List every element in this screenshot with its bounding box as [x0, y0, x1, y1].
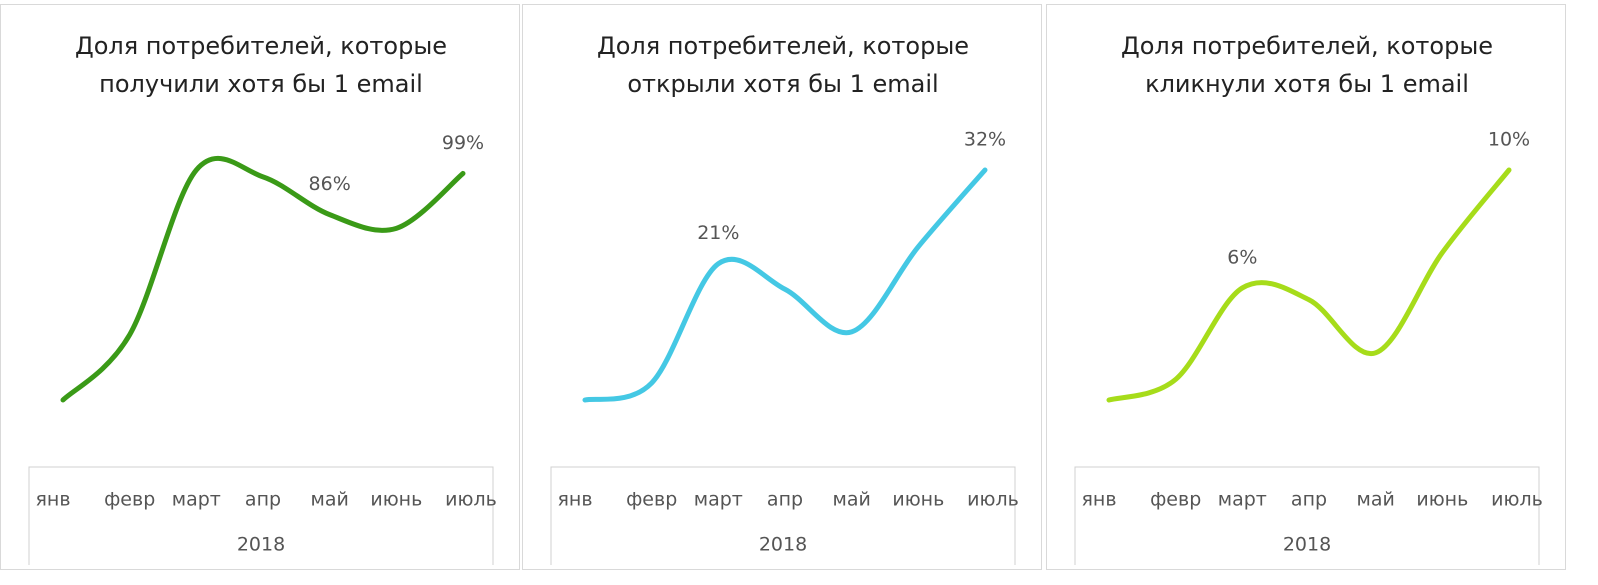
- x-tick-label: апр: [245, 489, 281, 511]
- x-tick-label: июль: [1491, 489, 1543, 511]
- chart: 86% 99% янв февр март апр май июнь июль 2018: [28, 132, 497, 565]
- line: [582, 167, 988, 403]
- x-tick-label: апр: [1291, 489, 1327, 511]
- chart-panel: Доля потребителей, которые получили хотя…: [0, 4, 520, 570]
- chart-panel: Доля потребителей, которые открыли хотя …: [522, 4, 1042, 570]
- x-tick-label: март: [1218, 489, 1267, 511]
- x-tick-label: март: [694, 489, 743, 511]
- chart-title: Доля потребителей, которые открыли хотя …: [596, 32, 970, 98]
- data-label: 6%: [1227, 246, 1257, 268]
- x-tick-label: март: [172, 489, 221, 511]
- data-label: 86%: [309, 173, 351, 195]
- chart: 21% 32% янв февр март апр май июнь июль 2018: [550, 129, 1019, 565]
- chart-title: Доля потребителей, которые кликнули хотя…: [1120, 32, 1494, 98]
- x-group-label: 2018: [1283, 534, 1331, 556]
- x-tick-label: янв: [35, 489, 70, 511]
- data-label: 21%: [697, 222, 739, 244]
- x-tick-label: февр: [626, 489, 677, 511]
- x-tick-label: май: [833, 489, 871, 511]
- x-tick-label: май: [311, 489, 349, 511]
- x-tick-label: июль: [967, 489, 1019, 511]
- chart-panel: Доля потребителей, которые кликнули хотя…: [1046, 4, 1566, 570]
- line: [1106, 167, 1512, 403]
- x-tick-label: май: [1357, 489, 1395, 511]
- chart-title: Доля потребителей, которые получили хотя…: [74, 32, 448, 98]
- line: [60, 155, 466, 403]
- data-label: 32%: [964, 129, 1006, 151]
- category-box: [550, 466, 1016, 565]
- x-tick-label: июнь: [1416, 489, 1468, 511]
- x-group-label: 2018: [237, 534, 285, 556]
- x-tick-label: янв: [557, 489, 592, 511]
- category-box: [1074, 466, 1540, 565]
- x-tick-label: февр: [1150, 489, 1201, 511]
- x-group-label: 2018: [759, 534, 807, 556]
- x-tick-label: февр: [104, 489, 155, 511]
- x-tick-label: июнь: [892, 489, 944, 511]
- data-label: 99%: [442, 132, 484, 154]
- x-tick-label: апр: [767, 489, 803, 511]
- x-tick-label: янв: [1081, 489, 1116, 511]
- data-label: 10%: [1488, 129, 1530, 151]
- x-tick-label: июль: [445, 489, 497, 511]
- chart: 6% 10% янв февр март апр май июнь июль 2018: [1074, 129, 1543, 565]
- category-box: [28, 466, 494, 565]
- x-tick-label: июнь: [370, 489, 422, 511]
